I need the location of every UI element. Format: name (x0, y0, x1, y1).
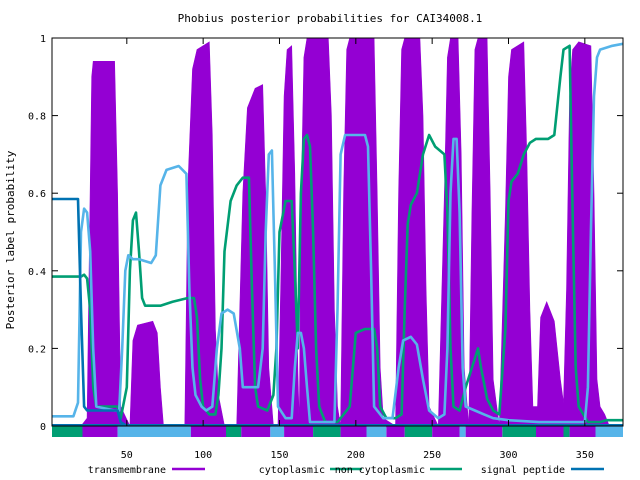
x-tick-label: 150 (270, 450, 288, 461)
topology-segment-transmembrane (82, 424, 118, 437)
topology-segment-non-cytoplasmic (226, 424, 242, 437)
series-signal-peptide-line (52, 42, 623, 424)
topology-segment-signal-peptide (366, 424, 387, 437)
plot-frame (51, 37, 624, 427)
topology-segment-transmembrane (432, 424, 460, 437)
topology-segment-non-cytoplasmic (502, 424, 536, 437)
chart-title: Phobius posterior probabilities for CAI3… (178, 12, 483, 25)
plot-area (52, 37, 623, 437)
legend-label-transmembrane: transmembrane (88, 465, 166, 476)
x-tick-label: 200 (347, 450, 365, 461)
topology-segment-transmembrane (190, 424, 226, 437)
topology-segment-signal-peptide (270, 424, 284, 437)
y-tick-label: 0.2 (28, 344, 46, 355)
legend-label-non-cytoplasmic: non cytoplasmic (335, 465, 425, 476)
x-tick-label: 250 (423, 450, 441, 461)
legend: transmembrane cytoplasmic non cytoplasmic s… (88, 465, 604, 476)
y-tick-label: 0.4 (28, 267, 46, 278)
axis-ticks: 50 100 150 200 250 300 350 0 0.2 0.4 0.6 0.8 1 (28, 34, 623, 461)
topology-segment-signal-peptide (459, 424, 466, 437)
x-tick-label: 300 (499, 450, 517, 461)
legend-label-cytoplasmic: cytoplasmic (259, 465, 325, 476)
y-axis-label: Posterior label probability (4, 150, 17, 329)
topology-segment-non-cytoplasmic (563, 424, 570, 437)
topology-segment-transmembrane (284, 424, 314, 437)
x-tick-label: 50 (121, 450, 133, 461)
topology-segment-signal-peptide (595, 424, 623, 437)
y-tick-label: 1 (40, 34, 46, 45)
y-tick-label: 0 (40, 422, 46, 433)
topology-segment-transmembrane (241, 424, 271, 437)
y-tick-label: 0.8 (28, 112, 46, 123)
topology-segment-transmembrane (340, 424, 367, 437)
topology-segment-non-cytoplasmic (404, 424, 433, 437)
x-tick-label: 100 (194, 450, 212, 461)
x-tick-label: 350 (576, 450, 594, 461)
topology-segment-non-cytoplasmic (52, 424, 83, 437)
topology-segment-transmembrane (465, 424, 503, 437)
topology-segment-transmembrane (569, 424, 596, 437)
topology-segment-non-cytoplasmic (313, 424, 341, 437)
topology-segment-signal-peptide (117, 424, 191, 437)
topology-segment-transmembrane (386, 424, 405, 437)
y-tick-label: 0.6 (28, 189, 46, 200)
legend-label-signal-peptide: signal peptide (481, 465, 565, 476)
topology-segment-transmembrane (536, 424, 564, 437)
topology-bar (52, 424, 623, 437)
